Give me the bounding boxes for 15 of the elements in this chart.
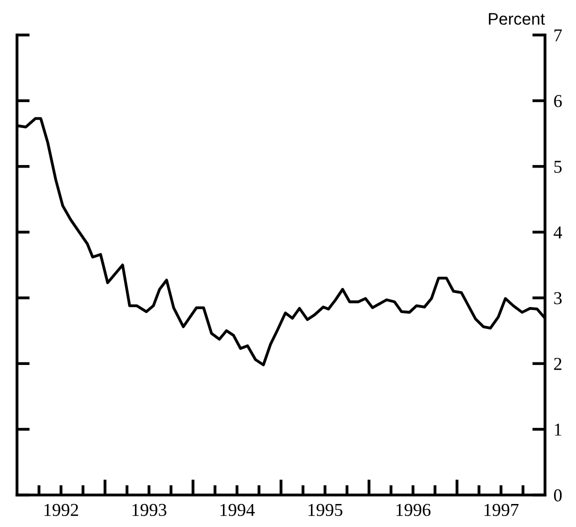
- y-tick-label: 4: [554, 226, 562, 238]
- x-tick-label: 1993: [132, 504, 166, 516]
- x-tick-label: 1992: [44, 504, 78, 516]
- x-tick-label: 1997: [484, 504, 519, 516]
- x-tick-label: 1994: [220, 504, 255, 516]
- y-tick-label: 7: [554, 29, 562, 42]
- x-tick-label: 1996: [396, 504, 431, 516]
- y-tick-label: 2: [554, 358, 562, 370]
- y-tick-label: 6: [554, 95, 562, 108]
- y-tick-label: 1: [554, 424, 562, 436]
- y-tick-label: 0: [554, 489, 562, 502]
- y-tick-label: 3: [554, 292, 562, 304]
- y-axis-title: Percent: [488, 13, 545, 25]
- x-tick-label: 1995: [308, 504, 342, 516]
- y-tick-label: 5: [554, 160, 562, 173]
